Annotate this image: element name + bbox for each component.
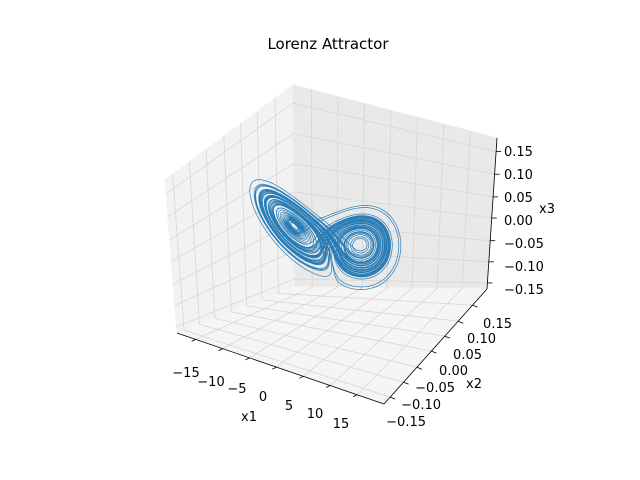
x-grid-line	[195, 286, 313, 340]
x-tick-label: 5	[285, 399, 293, 414]
y-tick-mark	[458, 320, 464, 324]
trajectory-line	[249, 179, 402, 290]
y-grid-line	[199, 323, 404, 383]
x-tick-mark	[245, 357, 250, 361]
y-tick-label: 0.10	[467, 332, 496, 347]
y-tick-mark	[472, 304, 478, 308]
x-tick-label: −15	[172, 366, 199, 381]
z-grid-line	[294, 278, 488, 284]
z-grid-line	[293, 102, 497, 152]
z-tick-label: 0.00	[504, 214, 533, 229]
z-axis-tick-labels: −0.15 −0.10 −0.05 0.00 0.05 0.10 0.15	[504, 145, 544, 298]
z-axis-line	[486, 137, 498, 290]
y-tick-mark	[390, 396, 396, 400]
y-tick-label: −0.10	[401, 398, 441, 413]
y-grid-line	[172, 174, 185, 331]
x-grid-line	[249, 287, 363, 359]
x-grid-line	[329, 288, 438, 386]
x-tick-mark	[191, 339, 196, 342]
z-axis-label: x3	[539, 202, 555, 217]
y-grid-line	[223, 136, 232, 312]
axis-lines	[176, 137, 502, 405]
x-tick-mark	[272, 366, 277, 370]
z-tick-label: −0.15	[504, 283, 544, 298]
y-grid-line	[278, 293, 473, 306]
y-grid-line	[274, 98, 279, 294]
z-grid-line	[293, 133, 495, 175]
y-tick-label: 0.15	[483, 317, 512, 332]
x-tick-label: −10	[197, 375, 224, 390]
y-axis-tick-labels: −0.15 −0.10 −0.05 0.00 0.05 0.10 0.15	[386, 317, 512, 430]
x-tick-label: 15	[333, 417, 350, 432]
x-axis-line	[176, 332, 385, 405]
x-tick-mark	[326, 385, 331, 388]
chart-title: Lorenz Attractor	[267, 35, 389, 53]
z-tick-label: 0.15	[504, 145, 533, 160]
y-tick-label: 0.05	[453, 348, 482, 363]
x-tick-label: 10	[307, 407, 324, 422]
z-grid-line	[294, 191, 492, 219]
y-grid-line	[240, 123, 248, 306]
y-grid-line	[231, 311, 432, 352]
y-tick-mark	[431, 350, 437, 354]
y-grid-line	[205, 149, 216, 319]
x-tick-mark	[299, 375, 304, 379]
x-grid-line	[461, 131, 471, 289]
x-grid-line	[222, 287, 338, 349]
series-line	[249, 179, 402, 290]
z-grid-line	[176, 278, 296, 328]
z-grid-line	[293, 163, 494, 198]
y-tick-mark	[403, 381, 409, 385]
y-tick-label: 0.00	[439, 364, 468, 379]
y-tick-mark	[444, 335, 450, 339]
z-grid-line	[169, 163, 294, 241]
z-grid-line	[171, 191, 295, 262]
y-tick-label: −0.05	[415, 381, 455, 396]
z-tick-label: 0.10	[504, 168, 533, 183]
z-grid-line	[294, 221, 491, 242]
y-grid-line	[214, 317, 418, 368]
x-axis-label: x1	[241, 410, 257, 425]
z-tick-label: −0.10	[504, 260, 544, 275]
y-grid-line	[246, 305, 445, 337]
y-grid-line	[183, 329, 391, 398]
y-tick-mark	[416, 366, 423, 370]
x-grid-line	[436, 124, 445, 289]
x-tick-mark	[218, 348, 223, 351]
x-axis-tick-labels: −15 −10 −5 0 5 10 15	[172, 366, 349, 432]
y-grid-line	[188, 161, 200, 325]
y-axis-line	[383, 288, 488, 405]
x-tick-label: −5	[227, 382, 246, 397]
x-grid-line	[411, 117, 418, 289]
z-grid-line	[174, 250, 295, 306]
z-grid-line	[165, 102, 294, 195]
y-grid-line	[261, 299, 459, 322]
z-tick-label: 0.05	[504, 191, 533, 206]
y-tick-label: −0.15	[386, 415, 426, 430]
x-tick-mark	[352, 394, 358, 398]
z-tick-label: −0.05	[504, 237, 544, 252]
x-grid-line	[276, 287, 388, 368]
x-grid-line	[310, 89, 313, 288]
x-grid-line	[356, 288, 463, 396]
y-axis-label: x2	[466, 377, 482, 392]
x-tick-label: 0	[259, 390, 267, 405]
x-grid-line	[303, 287, 413, 377]
z-grid-line	[167, 133, 294, 218]
